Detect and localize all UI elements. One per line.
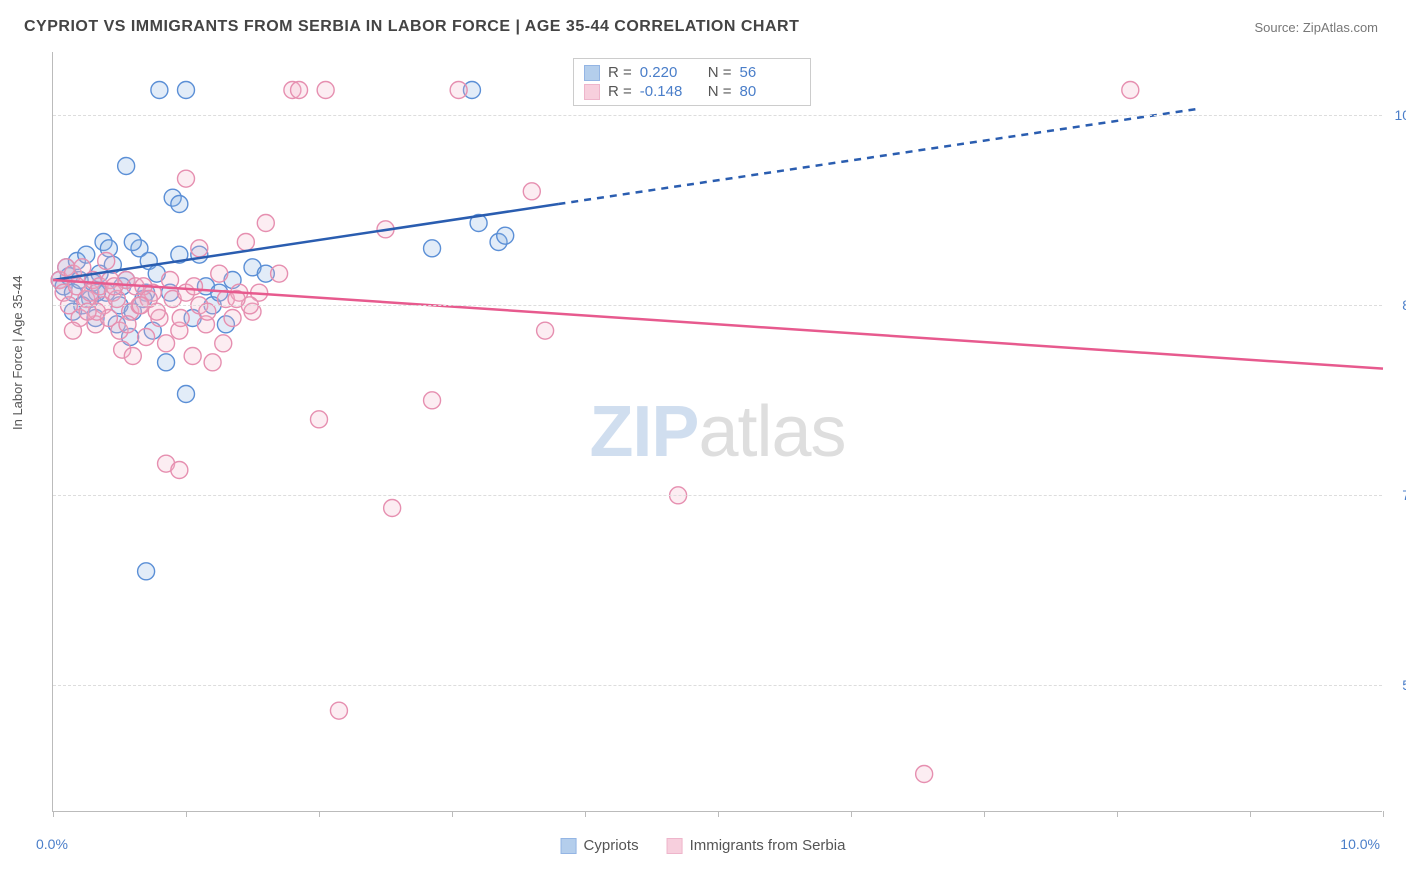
swatch-series1	[584, 65, 600, 81]
plot-area: ZIPatlas R = 0.220 N = 56 R = -0.148 N =…	[52, 52, 1382, 812]
scatter-point	[224, 310, 241, 327]
scatter-point	[424, 240, 441, 257]
legend: Cypriots Immigrants from Serbia	[561, 837, 846, 854]
scatter-point	[178, 386, 195, 403]
scatter-point	[64, 322, 81, 339]
chart-svg	[53, 52, 1382, 811]
scatter-point	[291, 82, 308, 99]
scatter-point	[916, 766, 933, 783]
r-label-2: R =	[608, 83, 632, 100]
scatter-point	[171, 462, 188, 479]
scatter-point	[184, 348, 201, 365]
xtick	[1117, 811, 1118, 817]
scatter-point	[124, 234, 141, 251]
xtick	[851, 811, 852, 817]
scatter-point	[162, 272, 179, 289]
scatter-point	[257, 215, 274, 232]
scatter-point	[98, 253, 115, 270]
scatter-point	[171, 196, 188, 213]
scatter-point	[497, 227, 514, 244]
ytick-label: 70.0%	[1402, 487, 1406, 503]
scatter-point	[384, 500, 401, 517]
gridline-h	[53, 305, 1382, 306]
xtick	[53, 811, 54, 817]
legend-item-2: Immigrants from Serbia	[667, 837, 846, 854]
ytick-label: 85.0%	[1402, 297, 1406, 313]
trendline-solid	[53, 280, 1383, 369]
scatter-point	[330, 702, 347, 719]
scatter-point	[204, 354, 221, 371]
r-label-1: R =	[608, 64, 632, 81]
ytick-label: 100.0%	[1395, 107, 1406, 123]
scatter-point	[119, 316, 136, 333]
scatter-point	[211, 265, 228, 282]
scatter-point	[138, 329, 155, 346]
xtick	[718, 811, 719, 817]
r-value-2: -0.148	[640, 83, 700, 100]
chart-title: CYPRIOT VS IMMIGRANTS FROM SERBIA IN LAB…	[24, 18, 799, 36]
scatter-point	[191, 240, 208, 257]
scatter-point	[450, 82, 467, 99]
trendline-dashed	[558, 109, 1196, 204]
scatter-point	[237, 234, 254, 251]
ytick-label: 55.0%	[1402, 677, 1406, 693]
scatter-point	[537, 322, 554, 339]
scatter-point	[138, 563, 155, 580]
scatter-point	[271, 265, 288, 282]
scatter-point	[124, 348, 141, 365]
scatter-point	[118, 158, 135, 175]
r-value-1: 0.220	[640, 64, 700, 81]
n-value-1: 56	[740, 64, 800, 81]
gridline-h	[53, 495, 1382, 496]
gridline-h	[53, 115, 1382, 116]
source-label: Source: ZipAtlas.com	[1254, 20, 1378, 35]
xtick	[984, 811, 985, 817]
scatter-point	[424, 392, 441, 409]
swatch-series2	[584, 84, 600, 100]
scatter-point	[178, 170, 195, 187]
stats-row-2: R = -0.148 N = 80	[584, 82, 800, 101]
legend-label-1: Cypriots	[584, 837, 639, 854]
scatter-point	[158, 335, 175, 352]
legend-label-2: Immigrants from Serbia	[690, 837, 846, 854]
scatter-point	[172, 310, 189, 327]
scatter-point	[185, 278, 202, 295]
xtick	[186, 811, 187, 817]
x-max-label: 10.0%	[1340, 836, 1380, 852]
stats-row-1: R = 0.220 N = 56	[584, 63, 800, 82]
xtick	[585, 811, 586, 817]
x-min-label: 0.0%	[36, 836, 68, 852]
scatter-point	[106, 278, 123, 295]
scatter-point	[158, 354, 175, 371]
legend-swatch-1	[561, 838, 577, 854]
xtick	[1250, 811, 1251, 817]
scatter-point	[178, 82, 195, 99]
legend-swatch-2	[667, 838, 683, 854]
xtick	[1383, 811, 1384, 817]
n-value-2: 80	[740, 83, 800, 100]
scatter-point	[215, 335, 232, 352]
scatter-point	[317, 82, 334, 99]
xtick	[452, 811, 453, 817]
xtick	[319, 811, 320, 817]
n-label-1: N =	[708, 64, 732, 81]
legend-item-1: Cypriots	[561, 837, 639, 854]
gridline-h	[53, 685, 1382, 686]
y-axis-label: In Labor Force | Age 35-44	[10, 276, 25, 430]
scatter-point	[311, 411, 328, 428]
stats-box: R = 0.220 N = 56 R = -0.148 N = 80	[573, 58, 811, 106]
scatter-point	[1122, 82, 1139, 99]
scatter-point	[151, 82, 168, 99]
scatter-point	[523, 183, 540, 200]
n-label-2: N =	[708, 83, 732, 100]
